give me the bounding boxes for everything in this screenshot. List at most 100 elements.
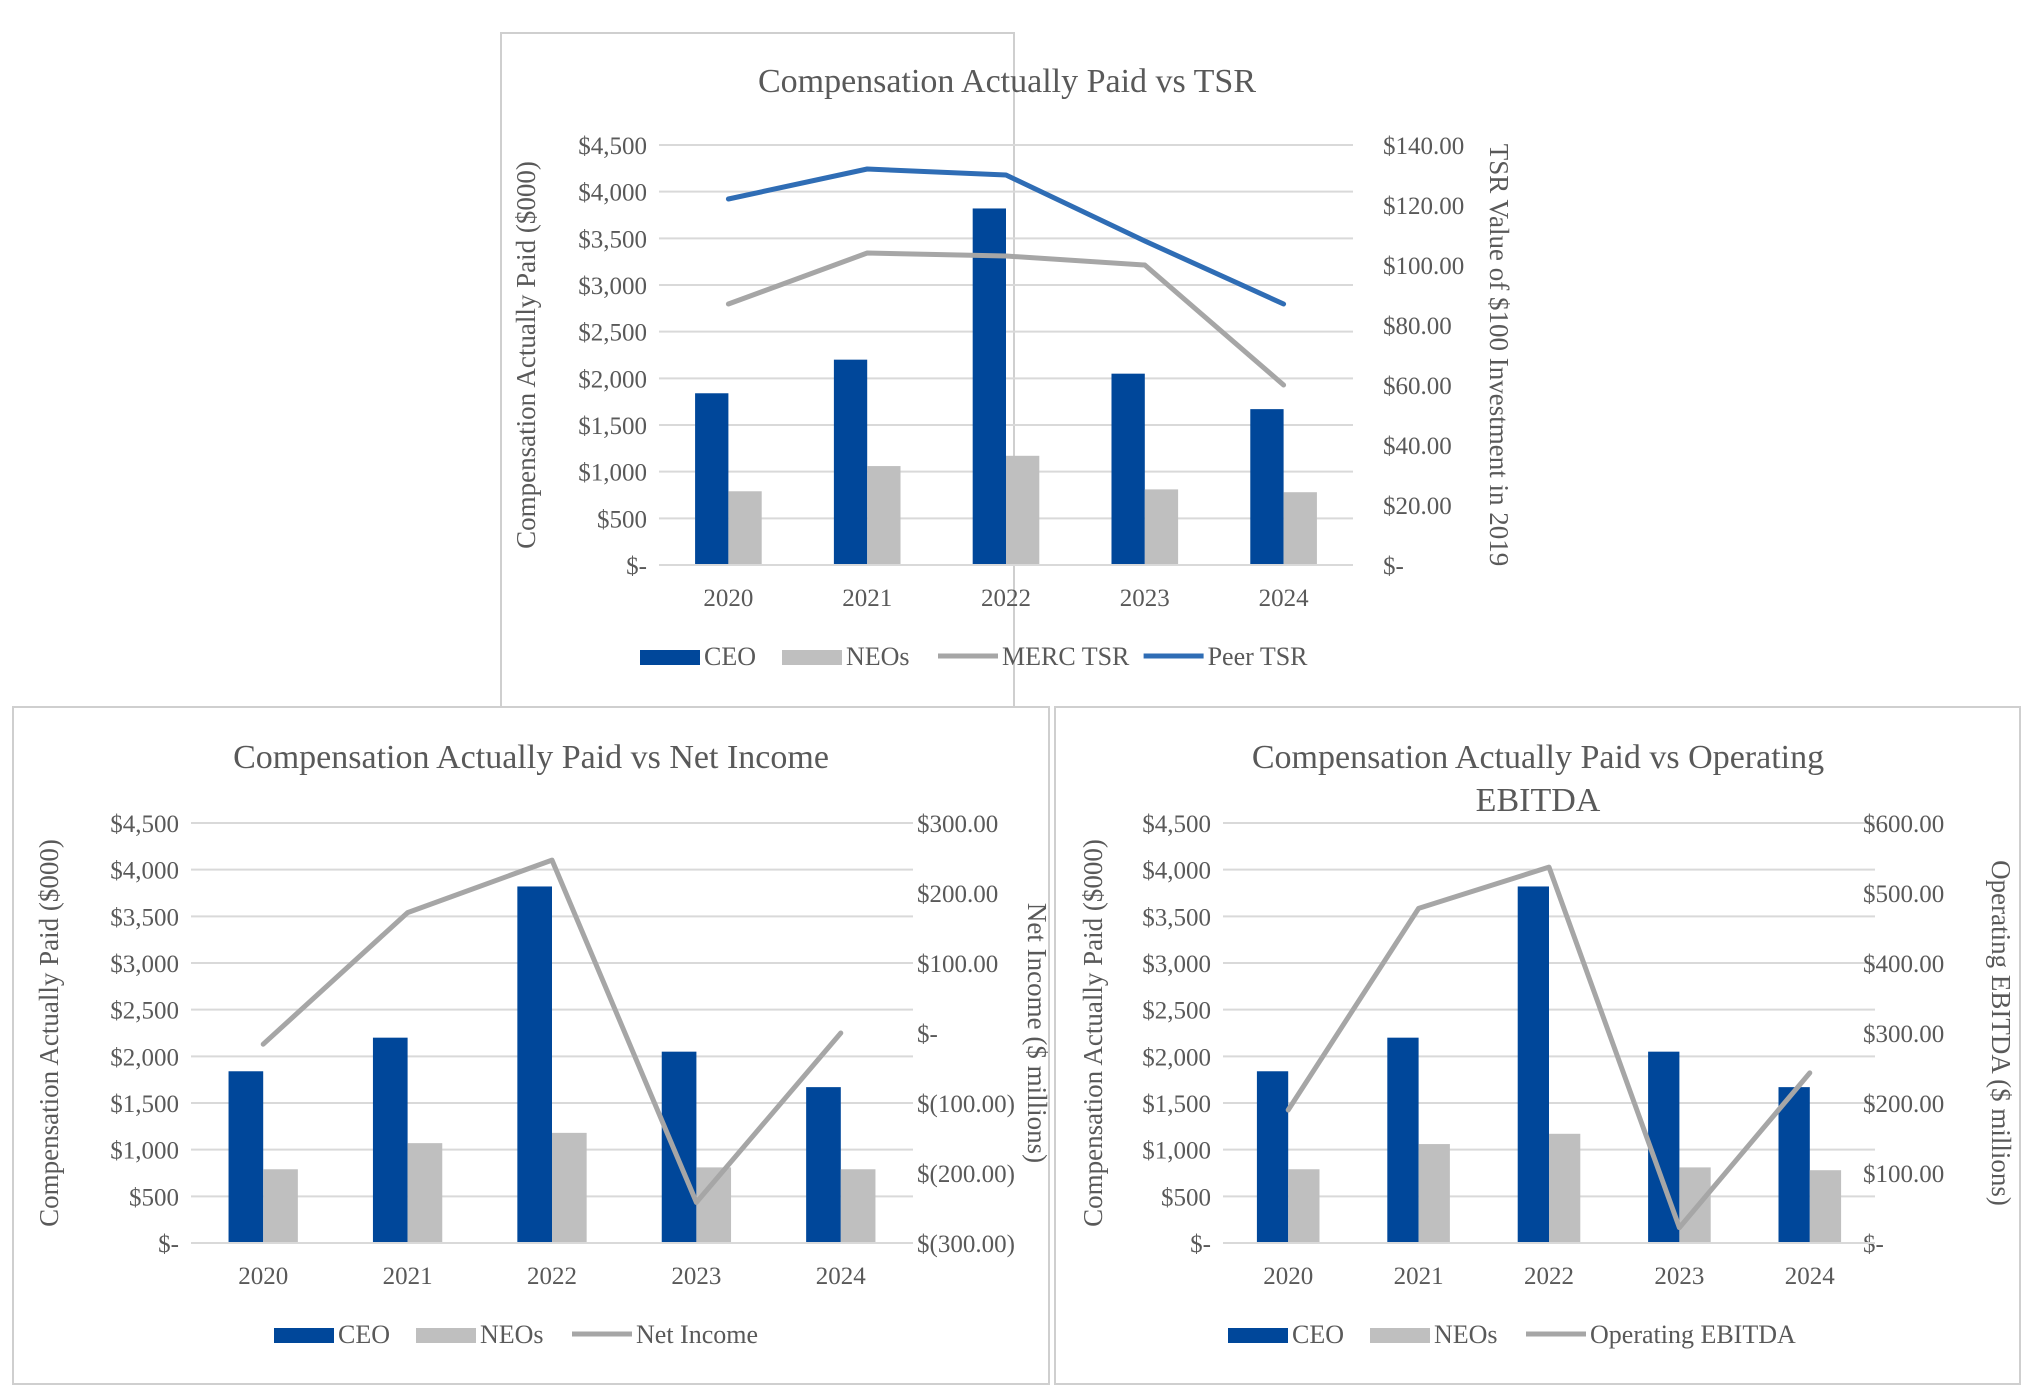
bar-neos-2020 [728, 491, 762, 565]
x-tick-label: 2022 [527, 1263, 577, 1290]
x-tick-label: 2020 [238, 1263, 288, 1290]
legend-swatch-neos [416, 1328, 476, 1343]
y2-tick-label: $60.00 [1383, 373, 1452, 400]
legend-label: MERC TSR [1002, 642, 1130, 671]
y2-tick-label: $(300.00) [917, 1231, 1015, 1258]
y2-tick-label: $80.00 [1383, 313, 1452, 340]
y-tick-label: $4,500 [578, 133, 647, 160]
y-tick-label: $2,000 [110, 1044, 179, 1071]
bar-neos-2024 [840, 1169, 876, 1243]
y2-tick-label: $100.00 [917, 951, 998, 978]
y-tick-label: $500 [597, 506, 647, 533]
y-tick-label: $- [1190, 1231, 1211, 1258]
y2-tick-label: $20.00 [1383, 493, 1452, 520]
y2-tick-label: $100.00 [1383, 253, 1464, 280]
bar-neos-2022 [1006, 455, 1040, 565]
chart-title: EBITDA [1476, 782, 1601, 819]
legend-swatch-neos [1370, 1328, 1430, 1343]
legend-swatch-ceo [1228, 1328, 1288, 1343]
chart-ebitda: Compensation Actually Paid vs Operating E… [1054, 706, 2021, 1385]
legend-label: Peer TSR [1208, 642, 1309, 671]
x-tick-label: 2021 [842, 585, 892, 612]
legend-swatch-ceo [274, 1328, 334, 1343]
y-tick-label: $2,000 [578, 366, 647, 393]
y2-tick-label: $400.00 [1863, 951, 1944, 978]
bar-neos-2022 [552, 1132, 587, 1243]
x-tick-label: 2022 [1524, 1263, 1574, 1290]
legend-label: CEO [704, 642, 756, 671]
y-tick-label: $4,000 [110, 858, 179, 885]
bar-ceo-2020 [1256, 1071, 1289, 1243]
y2-tick-label: $600.00 [1863, 811, 1944, 838]
chart-title: Compensation Actually Paid vs Operating [1252, 739, 1824, 776]
series-line-net-income [260, 857, 844, 1205]
bar-ceo-2022 [517, 886, 552, 1243]
y2-axis-title: Operating EBITDA ($ millions) [1986, 860, 2016, 1206]
y-tick-label: $4,000 [578, 180, 647, 207]
series-line-merc-tsr [725, 250, 1287, 388]
bar-ceo-2023 [1111, 373, 1145, 565]
series-line-peer-tsr [725, 166, 1287, 307]
bar-neos-2020 [1288, 1169, 1320, 1243]
y-tick-label: $4,500 [1142, 811, 1211, 838]
x-tick-label: 2021 [383, 1263, 433, 1290]
bar-ceo-2021 [833, 359, 868, 565]
x-tick-label: 2023 [1654, 1263, 1704, 1290]
bar-neos-2024 [1283, 492, 1317, 565]
y2-tick-label: $(200.00) [917, 1161, 1015, 1188]
y-tick-label: $2,500 [110, 998, 179, 1025]
bar-ceo-2024 [1250, 409, 1284, 565]
y-tick-label: $1,000 [1142, 1138, 1211, 1165]
y-tick-label: $4,000 [1142, 858, 1211, 885]
y-axis-title: Compensation Actually Paid ($000) [34, 839, 64, 1227]
y-tick-label: $3,000 [1142, 951, 1211, 978]
legend-label: NEOs [1434, 1320, 1498, 1349]
bar-ceo-2024 [806, 1087, 841, 1243]
legend-label: Operating EBITDA [1590, 1320, 1796, 1349]
bar-neos-2023 [1144, 489, 1179, 565]
y-tick-label: $4,500 [110, 811, 179, 838]
legend-swatch-neos [782, 650, 842, 665]
y-tick-label: $3,000 [578, 273, 647, 300]
series-line-operating-ebitda [1285, 864, 1813, 1231]
legend-label: Net Income [636, 1320, 758, 1349]
bar-ceo-2024 [1778, 1087, 1810, 1243]
y-tick-label: $1,500 [110, 1091, 179, 1118]
x-tick-label: 2024 [1259, 585, 1310, 612]
y2-tick-label: $140.00 [1383, 133, 1464, 160]
bar-ceo-2023 [661, 1051, 697, 1243]
x-tick-label: 2020 [1263, 1263, 1313, 1290]
y2-tick-label: $40.00 [1383, 433, 1452, 460]
y-tick-label: $1,500 [1142, 1091, 1211, 1118]
y2-tick-label: $300.00 [1863, 1021, 1944, 1048]
x-tick-label: 2023 [671, 1263, 721, 1290]
y-axis-title: Compensation Actually Paid ($000) [511, 161, 541, 549]
bar-neos-2021 [407, 1143, 443, 1243]
y2-tick-label: $- [1863, 1231, 1884, 1258]
y2-tick-label: $200.00 [917, 881, 998, 908]
y-tick-label: $3,500 [578, 226, 647, 253]
x-tick-label: 2020 [703, 585, 753, 612]
bar-neos-2021 [1418, 1144, 1450, 1243]
y2-tick-label: $200.00 [1863, 1091, 1944, 1118]
bar-ceo-2020 [695, 393, 729, 565]
y-tick-label: $1,000 [110, 1138, 179, 1165]
bar-ceo-2022 [972, 208, 1006, 565]
y-axis-title: Compensation Actually Paid ($000) [1078, 839, 1108, 1227]
legend-label: CEO [1292, 1320, 1344, 1349]
x-tick-label: 2021 [1394, 1263, 1444, 1290]
y-tick-label: $500 [129, 1184, 179, 1211]
legend-swatch-ceo [640, 650, 700, 665]
y-tick-label: $3,500 [1142, 904, 1211, 931]
y2-axis-title: Net Income ($ millions) [1022, 903, 1052, 1163]
legend-label: CEO [338, 1320, 390, 1349]
chart-net-income: Compensation Actually Paid vs Net Income… [12, 706, 1052, 1385]
y-tick-label: $3,500 [110, 904, 179, 931]
chart-title: Compensation Actually Paid vs Net Income [233, 739, 829, 776]
x-tick-label: 2023 [1120, 585, 1170, 612]
bar-neos-2021 [867, 466, 901, 565]
y-tick-label: $500 [1161, 1184, 1211, 1211]
y-tick-label: $1,000 [578, 460, 647, 487]
bar-ceo-2021 [1387, 1037, 1419, 1243]
